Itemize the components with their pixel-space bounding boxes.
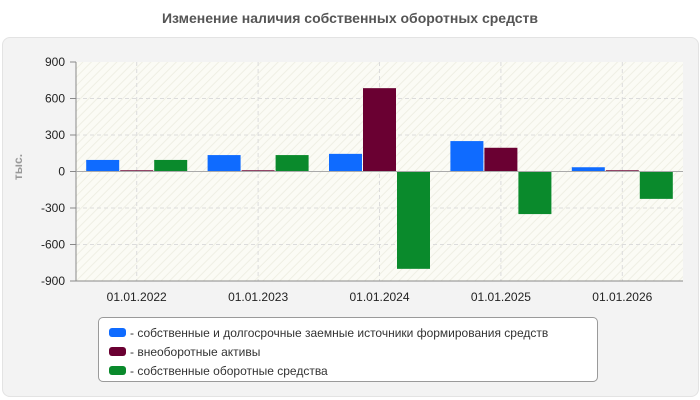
- y-tick-label: -300: [41, 201, 65, 215]
- bar: [605, 170, 639, 172]
- legend-label: - собственные оборотные средства: [130, 363, 328, 378]
- bar: [484, 147, 518, 172]
- y-axis-title: тыс.: [11, 153, 25, 181]
- y-tick-label: -900: [41, 274, 65, 288]
- bar: [275, 155, 309, 172]
- legend-label: - внеоборотные активы: [130, 344, 261, 359]
- bar: [450, 141, 484, 172]
- legend-swatch: [109, 328, 126, 337]
- bar: [154, 159, 188, 172]
- x-tick-label: 01.01.2023: [228, 290, 288, 304]
- x-tick-label: 01.01.2024: [349, 290, 409, 304]
- legend-swatch: [109, 366, 126, 375]
- bar: [639, 171, 673, 199]
- y-tick-label: 600: [45, 92, 65, 106]
- bar: [571, 167, 605, 172]
- y-tick-label: 900: [45, 55, 65, 69]
- y-tick-label: 0: [58, 165, 65, 179]
- bar: [207, 155, 241, 172]
- legend-item-sources: - собственные и долгосрочные заемные ист…: [109, 323, 587, 342]
- axis-layer: 900 600 300 0 -300 -600 -900 01.01.2022 01.01.20…: [41, 55, 683, 304]
- chart-legend: - собственные и долгосрочные заемные ист…: [98, 317, 598, 382]
- legend-swatch: [109, 347, 126, 356]
- bars-layer: [86, 88, 673, 269]
- bar: [241, 170, 275, 172]
- y-tick-label: -600: [41, 238, 65, 252]
- bar: [86, 159, 120, 172]
- bar: [363, 88, 396, 172]
- legend-item-working-capital: - собственные оборотные средства: [109, 361, 587, 380]
- x-tick-label: 01.01.2026: [592, 290, 652, 304]
- bar: [518, 171, 552, 215]
- x-tick-label: 01.01.2025: [471, 290, 531, 304]
- y-tick-label: 300: [45, 128, 65, 142]
- legend-item-noncurrent-assets: - внеоборотные активы: [109, 342, 587, 361]
- bar: [329, 153, 362, 172]
- x-tick-label: 01.01.2022: [107, 290, 167, 304]
- bar: [397, 171, 430, 269]
- grid-layer: [76, 62, 683, 281]
- legend-label: - собственные и долгосрочные заемные ист…: [130, 325, 549, 340]
- bar: [120, 170, 154, 172]
- chart-title: Изменение наличия собственных оборотных …: [161, 10, 539, 26]
